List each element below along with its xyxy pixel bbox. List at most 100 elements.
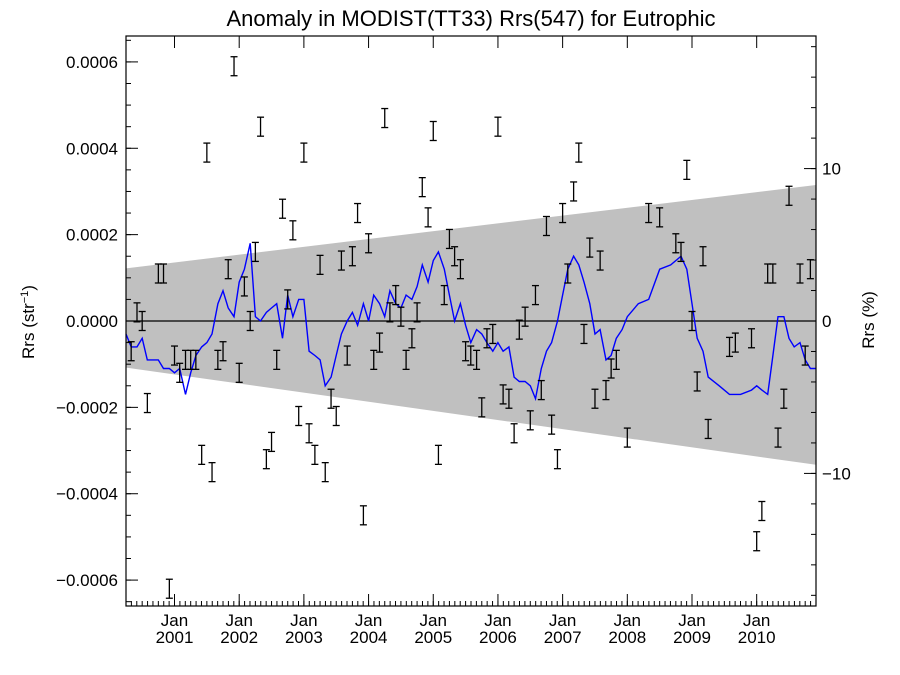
errorbar-point xyxy=(376,332,384,353)
errorbar-point xyxy=(456,259,464,280)
errorbar-point xyxy=(548,414,556,435)
x-tick-month-label: Jan xyxy=(225,611,252,630)
errorbar-point xyxy=(214,349,222,371)
errorbar-point xyxy=(203,142,211,163)
errorbar-point xyxy=(462,341,470,362)
errorbar-point xyxy=(564,263,572,284)
errorbar-point xyxy=(726,336,734,358)
x-tick-year-label: 2005 xyxy=(414,628,452,647)
errorbar-point xyxy=(570,181,578,202)
errorbar-point xyxy=(176,362,184,383)
errorbar-point xyxy=(645,202,653,224)
x-tick-year-label: 2004 xyxy=(350,628,388,647)
errorbar-point xyxy=(251,241,259,263)
errorbar-point xyxy=(467,345,475,366)
errorbar-point xyxy=(386,302,394,323)
x-tick-year-label: 2001 xyxy=(156,628,194,647)
errorbar-point xyxy=(575,142,583,163)
y-right-tick-label: −10 xyxy=(822,464,851,483)
errorbar-point xyxy=(198,444,206,466)
errorbar-point xyxy=(300,142,308,163)
errorbar-point xyxy=(138,310,146,332)
errorbar-point xyxy=(235,362,243,383)
errorbar-point xyxy=(284,289,292,310)
errorbar-point xyxy=(521,306,529,327)
y-axis-left-label: Rrs (str−1) xyxy=(19,285,38,359)
errorbar-point xyxy=(289,220,297,241)
errorbar-point xyxy=(165,578,173,599)
errorbar-point xyxy=(192,349,200,371)
y-axis-right-label: Rrs (%) xyxy=(859,291,878,349)
errorbar-point xyxy=(531,284,539,306)
errorbar-point xyxy=(683,159,691,181)
errorbar-point xyxy=(591,388,599,409)
errorbar-point xyxy=(408,328,416,349)
errorbar-point xyxy=(656,207,664,228)
errorbar-point xyxy=(542,215,550,237)
errorbar-point xyxy=(143,392,151,414)
errorbar-point xyxy=(246,310,254,332)
errorbar-point xyxy=(489,323,497,345)
errorbar-point xyxy=(208,461,216,483)
errorbar-point xyxy=(354,202,362,224)
errorbar-point xyxy=(279,198,287,219)
errorbar-point xyxy=(160,263,168,284)
x-tick-year-label: 2010 xyxy=(738,628,776,647)
errorbar-point xyxy=(478,397,486,418)
errorbar-point xyxy=(699,246,707,267)
errorbar-point xyxy=(559,202,567,224)
errorbar-point xyxy=(693,371,701,392)
x-tick-year-label: 2006 xyxy=(479,628,517,647)
errorbar-point xyxy=(499,384,507,405)
errorbar-point xyxy=(262,449,270,470)
errorbar-point xyxy=(133,302,141,323)
errorbar-point xyxy=(688,310,696,332)
errorbar-point xyxy=(397,306,405,327)
errorbar-point xyxy=(607,358,615,379)
anomaly-line xyxy=(125,243,816,402)
errorbar-point xyxy=(434,444,442,466)
errorbar-point xyxy=(753,531,761,552)
errorbar-point xyxy=(305,423,313,444)
errorbar-point xyxy=(677,241,685,263)
errorbar-point xyxy=(553,449,561,470)
errorbar-point xyxy=(445,228,453,250)
errorbar-point xyxy=(418,176,426,198)
errorbar-point xyxy=(392,284,400,306)
errorbar-point xyxy=(612,349,620,371)
y-right-tick-label: 0 xyxy=(822,312,831,331)
errorbar-point xyxy=(332,405,340,427)
errorbar-point xyxy=(127,341,135,362)
errorbar-point xyxy=(413,302,421,323)
x-tick-month-label: Jan xyxy=(161,611,188,630)
x-tick-month-label: Jan xyxy=(549,611,576,630)
errorbar-point xyxy=(586,237,594,258)
errorbar-point xyxy=(311,444,319,466)
errorbar-point xyxy=(623,427,631,448)
errorbar-point xyxy=(240,276,248,297)
errorbar-point xyxy=(596,250,604,271)
errorbar-point xyxy=(769,263,777,284)
y-tick-label: 0.0000 xyxy=(66,312,118,331)
x-tick-month-label: Jan xyxy=(743,611,770,630)
errorbar-point xyxy=(171,345,179,366)
uncertainty-band-group xyxy=(126,184,816,465)
errorbar-point xyxy=(780,388,788,409)
x-tick-month-label: Jan xyxy=(290,611,317,630)
x-tick-year-label: 2003 xyxy=(285,628,323,647)
errorbar-point xyxy=(774,427,782,448)
anomaly-line-group xyxy=(125,243,816,402)
x-tick-year-label: 2009 xyxy=(673,628,711,647)
errorbar-point xyxy=(321,461,329,483)
x-tick-year-label: 2002 xyxy=(220,628,258,647)
x-axis: Jan2001Jan2002Jan2003Jan2004Jan2005Jan20… xyxy=(125,36,817,647)
errorbar-point xyxy=(580,323,588,345)
errorbar-point xyxy=(268,431,276,453)
errorbar-point xyxy=(672,233,680,254)
y-right-tick-label: 10 xyxy=(822,160,841,179)
y-tick-label: 0.0002 xyxy=(66,226,118,245)
y-tick-label: 0.0004 xyxy=(66,139,118,158)
errorbar-point xyxy=(483,328,491,349)
y-tick-label: −0.0006 xyxy=(56,571,118,590)
